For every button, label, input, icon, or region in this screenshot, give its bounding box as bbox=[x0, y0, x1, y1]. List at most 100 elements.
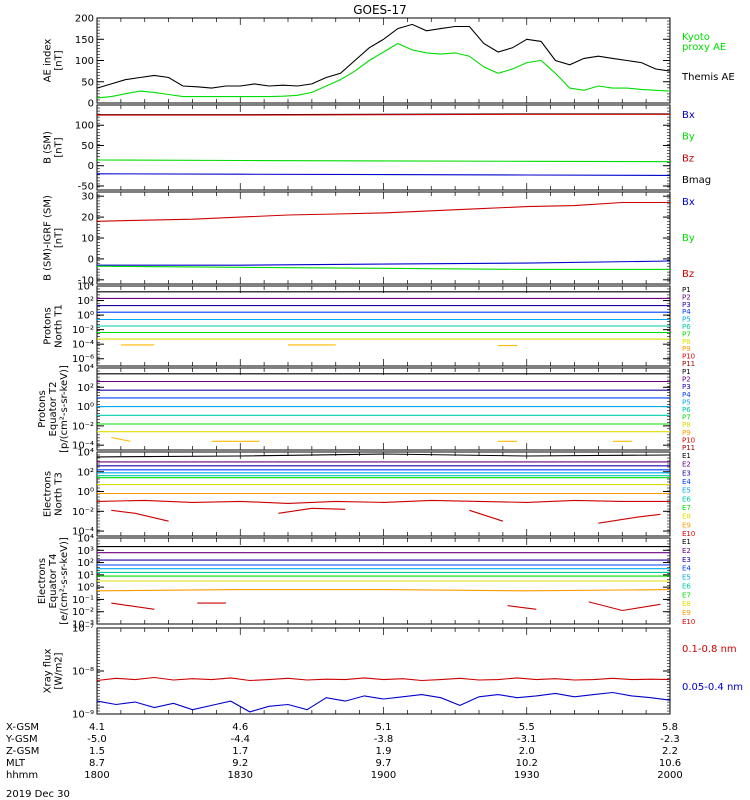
y-axis-label: B (SM)-IGRF (SM) bbox=[43, 195, 54, 281]
y-tick-label: 30 bbox=[81, 192, 94, 203]
panel-frame bbox=[96, 627, 671, 715]
legend-entry: E1 bbox=[682, 538, 691, 546]
ephemeris-value: 10.2 bbox=[516, 758, 538, 769]
y-axis-label: Protons bbox=[43, 307, 54, 344]
ephemeris-value: 2.0 bbox=[519, 746, 535, 757]
legend-entry: P1 bbox=[682, 286, 691, 294]
y-tick-label: 10⁻⁴ bbox=[72, 441, 94, 452]
series-line bbox=[96, 173, 671, 176]
legend-entry: E9 bbox=[682, 609, 691, 617]
legend-entry: E10 bbox=[682, 530, 695, 538]
series-line bbox=[96, 265, 670, 270]
legend-entry: By bbox=[682, 233, 695, 244]
y-tick-label: 10² bbox=[77, 467, 94, 478]
ephemeris-value: 5.8 bbox=[662, 722, 678, 733]
legend-entry: Themis AE bbox=[681, 72, 735, 83]
chart-title: GOES-17 bbox=[353, 3, 407, 17]
y-tick-label: 150 bbox=[75, 35, 94, 46]
ephemeris-value: 5.1 bbox=[376, 722, 392, 733]
ephemeris-row-label: Z-GSM bbox=[6, 746, 39, 757]
y-tick-label: 10⁻⁹ bbox=[72, 710, 94, 721]
y-axis-label: Equator T4 bbox=[48, 554, 59, 609]
y-tick-label: 10² bbox=[77, 383, 94, 394]
legend-entry: Kyoto bbox=[682, 32, 710, 43]
ephemeris-value: -5.0 bbox=[87, 734, 107, 745]
series-line bbox=[96, 589, 671, 592]
legend-entry: E7 bbox=[682, 504, 691, 512]
legend-entry: By bbox=[682, 132, 695, 143]
legend-entry: E1 bbox=[682, 452, 691, 460]
panel-xray: 10⁻⁹ 10⁻⁸ 10⁻⁷ Xray flux [W/m2] 0.1-0.8 nm 0.0… bbox=[43, 624, 744, 721]
ephemeris-value: 2000 bbox=[657, 770, 682, 781]
series-line bbox=[96, 23, 671, 89]
panel-frame bbox=[96, 191, 671, 285]
y-tick-label: 10⁻³ bbox=[72, 620, 94, 631]
legend-entry: P6 bbox=[682, 323, 691, 331]
panel-pn: 10⁻⁶ 10⁻⁴ 10⁻² 10⁰ 10² 10⁴ Protons North T1 P1P2… bbox=[43, 282, 696, 369]
ephemeris-value: -3.8 bbox=[374, 734, 394, 745]
panel-pe: 10⁻⁴ 10⁻² 10⁰ 10² 10⁴ Protons Equator T2 [p/(cm… bbox=[37, 364, 695, 453]
legend-entry: Bmag bbox=[682, 175, 711, 186]
y-tick-label: 10⁻² bbox=[72, 507, 94, 518]
legend-entry: P4 bbox=[682, 308, 691, 316]
series-line bbox=[96, 691, 671, 713]
legend-entry: P9 bbox=[682, 345, 691, 353]
legend-entry: E2 bbox=[682, 547, 691, 555]
series-line bbox=[97, 260, 671, 266]
y-tick-label: 0 bbox=[88, 161, 94, 172]
legend-entry: P11 bbox=[682, 360, 695, 368]
ephemeris-value: 1830 bbox=[228, 770, 253, 781]
date-label: 2019 Dec 30 bbox=[6, 789, 70, 800]
y-tick-label: 50 bbox=[81, 141, 94, 152]
ephemeris-value: 9.2 bbox=[232, 758, 248, 769]
y-tick-label: 10¹ bbox=[77, 570, 94, 581]
y-tick-label: 10⁻² bbox=[72, 421, 94, 432]
legend-entry: Bx bbox=[682, 110, 695, 121]
y-tick-label: 0 bbox=[88, 254, 94, 265]
legend-entry: P3 bbox=[682, 301, 691, 309]
y-tick-label: 10⁴ bbox=[77, 282, 94, 293]
y-tick-label: 100 bbox=[75, 56, 94, 67]
y-tick-label: 10⁴ bbox=[77, 364, 94, 375]
legend-entry: E6 bbox=[682, 495, 691, 503]
legend-entry: Bx bbox=[682, 197, 695, 208]
y-tick-label: 100 bbox=[75, 121, 94, 132]
y-tick-label: 10⁰ bbox=[77, 583, 94, 594]
legend-entry: P2 bbox=[682, 376, 691, 384]
series-line bbox=[507, 605, 537, 610]
ephemeris-value: -2.3 bbox=[660, 734, 680, 745]
y-tick-label: 10⁰ bbox=[77, 402, 94, 413]
y-tick-label: 10⁴ bbox=[77, 448, 94, 459]
y-tick-label: 10⁰ bbox=[77, 311, 94, 322]
legend-entry: E10 bbox=[682, 618, 695, 626]
legend-entry: proxy AE bbox=[682, 42, 726, 53]
legend-entry: Bz bbox=[682, 153, 694, 164]
y-axis-label: Protons bbox=[37, 390, 48, 427]
y-tick-label: 10 bbox=[81, 234, 94, 245]
y-tick-label: 10⁻² bbox=[72, 325, 94, 336]
series-line bbox=[96, 42, 671, 99]
legend-entry: P5 bbox=[682, 398, 691, 406]
ephemeris-value: 1.9 bbox=[376, 746, 392, 757]
y-tick-label: -10 bbox=[78, 275, 94, 286]
legend-entry: 0.1-0.8 nm bbox=[682, 644, 737, 655]
y-axis-label: [e/(cm²-s-sr-keV)] bbox=[59, 537, 70, 625]
y-tick-label: 10⁻⁶ bbox=[72, 354, 94, 365]
legend-entry: E3 bbox=[682, 556, 691, 564]
y-tick-label: 50 bbox=[81, 77, 94, 88]
series-line bbox=[96, 453, 671, 458]
legend-entry: P11 bbox=[682, 444, 695, 452]
ephemeris-value: 4.1 bbox=[89, 722, 105, 733]
y-tick-label: 10⁰ bbox=[77, 487, 94, 498]
ephemeris-value: 1.7 bbox=[232, 746, 248, 757]
y-tick-label: 10² bbox=[77, 296, 94, 307]
ephemeris-value: 1900 bbox=[371, 770, 396, 781]
y-axis-label: [W/m2] bbox=[54, 652, 65, 689]
panel-en: 10⁻⁴ 10⁻² 10⁰ 10² 10⁴ Electrons North T3 E1E2E3… bbox=[43, 448, 696, 539]
legend-entry: P10 bbox=[682, 436, 695, 444]
legend-entry: P9 bbox=[682, 429, 691, 437]
